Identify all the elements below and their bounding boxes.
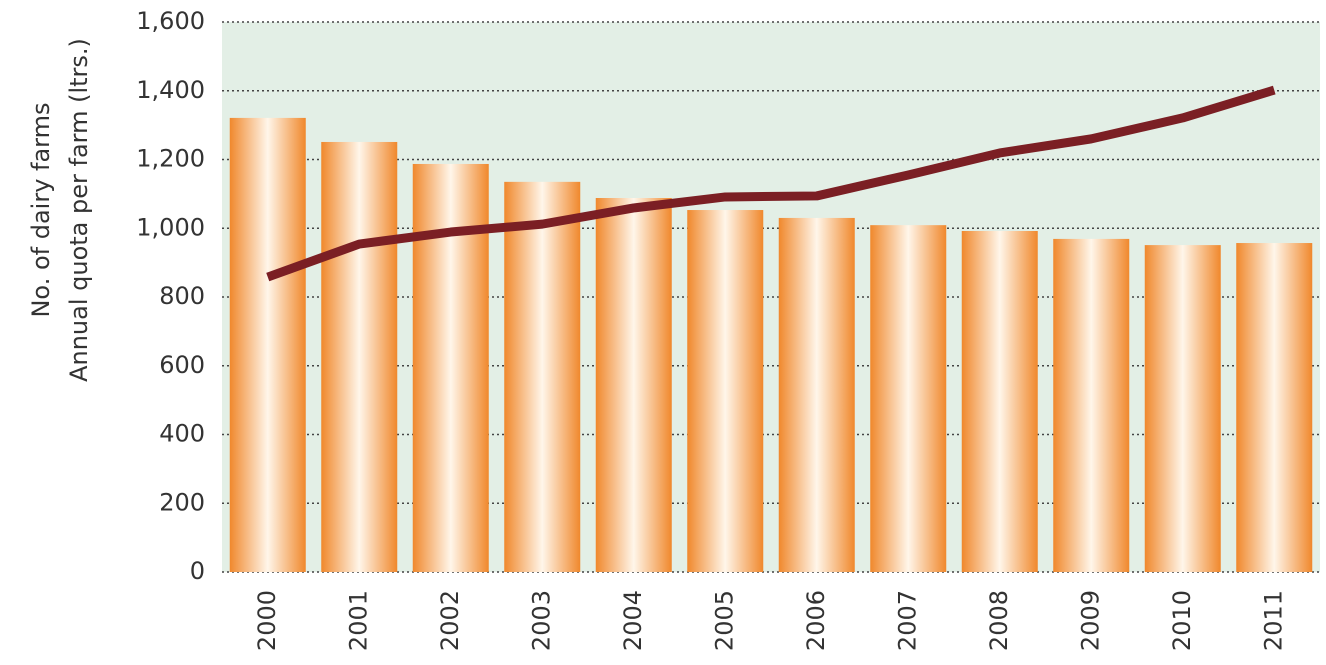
x-tick-label: 2005 xyxy=(710,590,738,651)
bar xyxy=(1053,238,1130,572)
x-tick-label: 2011 xyxy=(1259,590,1287,651)
y-tick-label: 600 xyxy=(159,351,205,379)
x-tick-label: 2006 xyxy=(802,590,830,651)
x-tick-label: 2002 xyxy=(436,590,464,651)
y-tick-label: 1,400 xyxy=(136,76,205,104)
line xyxy=(266,85,1276,282)
bar xyxy=(687,210,764,572)
bar xyxy=(870,225,947,572)
bar xyxy=(412,163,489,572)
y-tick-label: 1,200 xyxy=(136,145,205,173)
y-tick-label: 800 xyxy=(159,282,205,310)
x-tick-label: 2004 xyxy=(619,590,647,651)
y-tick-label: 400 xyxy=(159,420,205,448)
bar xyxy=(778,217,855,572)
x-tick-label: 2009 xyxy=(1076,590,1104,651)
y-tick-label: 1,600 xyxy=(136,7,205,35)
y-axis-label: Annual quota per farm (ltrs.) xyxy=(65,38,93,382)
x-tick-label: 2007 xyxy=(893,590,921,651)
x-tick-label: 2010 xyxy=(1168,590,1196,651)
x-tick-label: 2001 xyxy=(344,590,372,651)
bar xyxy=(1236,243,1313,572)
bar xyxy=(1144,245,1221,572)
y-tick-label: 1,000 xyxy=(136,213,205,241)
y-axis-label: No. of dairy farms xyxy=(27,102,55,317)
y-tick-label: 200 xyxy=(159,488,205,516)
x-tick-label: 2008 xyxy=(985,590,1013,651)
bar xyxy=(229,117,306,572)
bar xyxy=(961,231,1038,572)
bar xyxy=(595,198,672,572)
x-tick-label: 2003 xyxy=(527,590,555,651)
bar xyxy=(321,141,398,572)
x-tick-label: 2000 xyxy=(253,590,281,651)
bar xyxy=(504,181,581,572)
y-tick-label: 0 xyxy=(190,557,205,585)
